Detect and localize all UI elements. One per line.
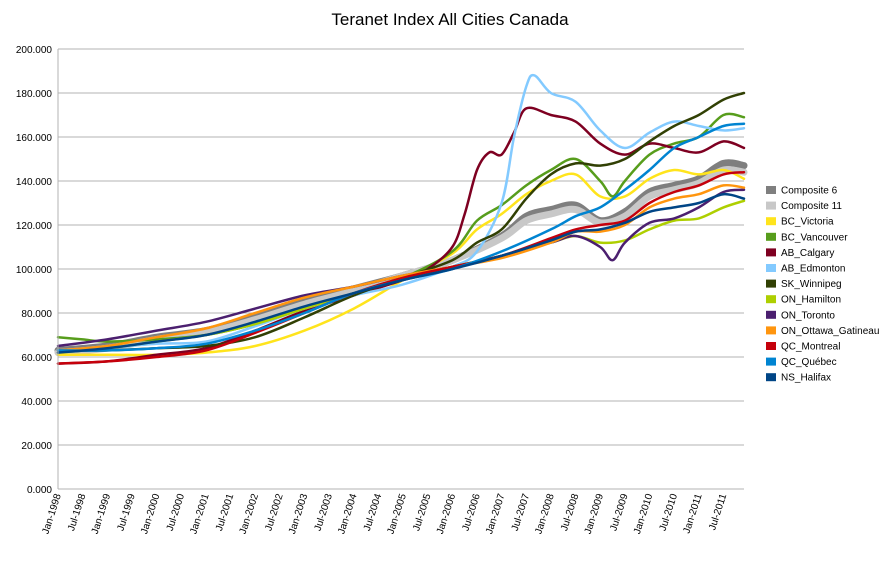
x-tick-label: Jul-1999 — [115, 492, 137, 532]
x-tick-label: Jan-2001 — [188, 492, 211, 535]
legend-swatch — [766, 373, 776, 382]
x-tick-label: Jul-2008 — [559, 492, 581, 532]
series-line-0 — [54, 159, 748, 354]
legend-label: ON_Toronto — [781, 310, 835, 321]
x-tick-label: Jan-2003 — [287, 492, 310, 535]
x-tick-label: Jul-2002 — [263, 492, 285, 532]
legend-label: AB_Calgary — [781, 248, 834, 259]
y-tick-label: 80.000 — [21, 309, 52, 320]
y-tick-label: 180.000 — [16, 89, 53, 100]
legend-label: BC_Vancouver — [781, 232, 848, 243]
legend-label: BC_Victoria — [781, 217, 834, 228]
legend-label: ON_Hamilton — [781, 295, 841, 306]
legend-label: SK_Winnipeg — [781, 279, 842, 290]
series-line-2 — [56, 168, 746, 357]
x-tick-label: Jul-2007 — [510, 492, 532, 532]
legend-label: AB_Edmonton — [781, 264, 846, 275]
y-tick-label: 140.000 — [16, 177, 53, 188]
x-tick-label: Jan-2000 — [139, 492, 162, 535]
x-axis-ticks: Jan-1998 Jul-1998 Jan-1999 Jul-1999 Jan-2000… — [41, 492, 730, 535]
legend-label: NS_Halifax — [781, 373, 831, 384]
y-tick-label: 100.000 — [16, 265, 53, 276]
x-tick-label: Jul-2003 — [313, 492, 335, 532]
series-line-5 — [56, 73, 746, 354]
legend-swatch — [766, 342, 776, 350]
x-tick-label: Jan-2011 — [682, 492, 705, 535]
axes — [57, 49, 744, 490]
gridlines — [58, 48, 744, 490]
x-tick-label: Jan-2008 — [533, 492, 556, 535]
legend-swatch — [766, 232, 776, 241]
x-tick-label: Jul-2005 — [411, 492, 433, 532]
series-line-11 — [56, 122, 746, 352]
x-tick-label: Jan-1998 — [41, 492, 64, 535]
series-line-6 — [56, 91, 746, 352]
legend-swatch — [766, 295, 776, 304]
x-tick-label: Jul-2001 — [214, 492, 236, 532]
x-tick-label: Jan-1999 — [90, 492, 113, 535]
y-tick-label: 160.000 — [16, 133, 53, 144]
x-tick-label: Jul-2000 — [165, 492, 187, 532]
legend-swatch — [766, 186, 776, 194]
legend-swatch — [766, 217, 776, 226]
legend-swatch — [766, 279, 776, 288]
y-tick-label: 200.000 — [16, 45, 53, 56]
y-tick-label: 20.000 — [21, 441, 52, 452]
y-axis-ticks: 0.000 20.000 40.000 60.000 80.000 100.000 120.… — [16, 45, 53, 496]
x-tick-label: Jan-2009 — [583, 492, 606, 535]
x-tick-label: Jul-2010 — [658, 492, 680, 532]
y-tick-label: 60.000 — [21, 353, 52, 364]
x-tick-label: Jul-2011 — [707, 492, 729, 532]
legend-label: QC_Montreal — [781, 342, 840, 353]
legend-label: Composite 6 — [781, 186, 838, 197]
legend-swatch — [766, 264, 776, 272]
x-tick-label: Jan-2007 — [484, 492, 507, 535]
x-tick-label: Jan-2002 — [238, 492, 261, 535]
y-tick-label: 40.000 — [21, 397, 52, 408]
legend-label: Composite 11 — [781, 201, 842, 212]
x-tick-label: Jul-1998 — [66, 492, 88, 532]
y-tick-label: 120.000 — [16, 221, 53, 232]
legend: Composite 6 Composite 11 BC_Victoria BC_Van… — [766, 186, 879, 384]
legend-label: ON_Ottawa_Gatineau — [781, 326, 879, 337]
chart-title: Teranet Index All Cities Canada — [331, 10, 569, 29]
legend-swatch — [766, 201, 776, 210]
y-tick-label: 0.000 — [27, 485, 52, 496]
x-tick-label: Jul-2006 — [461, 492, 483, 532]
legend-swatch — [766, 326, 776, 335]
series-line-9 — [56, 183, 746, 352]
legend-swatch — [766, 248, 776, 257]
legend-swatch — [766, 310, 776, 319]
x-tick-label: Jul-2009 — [608, 492, 630, 532]
legend-label: QC_Québec — [781, 357, 837, 368]
x-tick-label: Jan-2006 — [435, 492, 458, 535]
x-tick-label: Jul-2004 — [362, 492, 384, 532]
x-tick-label: Jan-2004 — [336, 492, 359, 535]
series-line-1 — [54, 166, 748, 357]
series-line-12 — [56, 192, 746, 354]
x-tick-label: Jan-2010 — [632, 492, 655, 535]
legend-swatch — [766, 357, 776, 366]
x-tick-label: Jan-2005 — [386, 492, 409, 535]
series-lines — [54, 73, 748, 365]
